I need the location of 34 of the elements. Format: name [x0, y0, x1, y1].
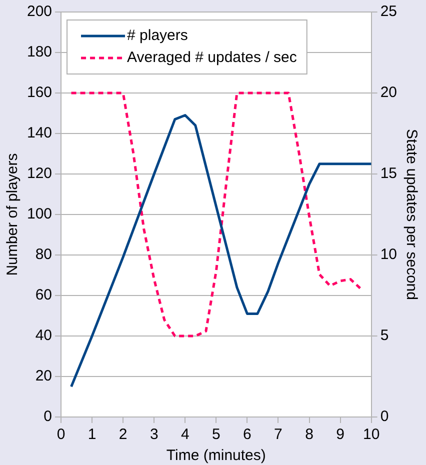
x-tick-label: 1	[88, 426, 96, 444]
x-axis-title: Time (minutes)	[166, 447, 266, 464]
y2-tick-label: 5	[380, 327, 389, 344]
legend-label: # players	[127, 27, 188, 44]
y-tick-label: 80	[35, 246, 52, 264]
y-tick-label: 0	[44, 408, 52, 426]
x-tick-label: 5	[212, 426, 220, 444]
y-axis-title: Number of players	[4, 153, 22, 276]
x-tick-label: 8	[305, 426, 314, 444]
line-series	[70, 92, 362, 338]
y-tick-label: 140	[26, 124, 52, 142]
y2-tick-label: 15	[380, 165, 398, 182]
x-tick-label: 6	[243, 426, 252, 444]
x-tick-label: 2	[118, 426, 128, 444]
x-tick-label: 9	[336, 426, 344, 444]
y2-tick-label: 20	[380, 84, 398, 102]
legend-label: Averaged # updates / sec	[127, 49, 298, 66]
y2-tick-label: 10	[380, 246, 398, 264]
y-tick-label: 60	[35, 286, 52, 304]
y-tick-label: 180	[26, 44, 52, 61]
y-tick-label: 100	[26, 206, 52, 223]
y-tick-label: 20	[35, 368, 52, 385]
y-tick-label: 200	[26, 3, 52, 20]
x-tick-label: 7	[274, 426, 282, 444]
y2-tick-label: 25	[380, 3, 398, 20]
y2-tick-label: 0	[380, 408, 389, 426]
x-tick-label: 0	[56, 426, 66, 444]
y2-axis-title: State updates per second	[402, 129, 420, 300]
x-tick-label: 4	[180, 426, 190, 444]
y-tick-label: 160	[26, 84, 52, 102]
y-tick-label: 120	[26, 165, 52, 182]
y-tick-label: 40	[35, 327, 52, 344]
x-tick-label: 3	[150, 426, 158, 444]
x-tick-label: 10	[362, 426, 380, 444]
